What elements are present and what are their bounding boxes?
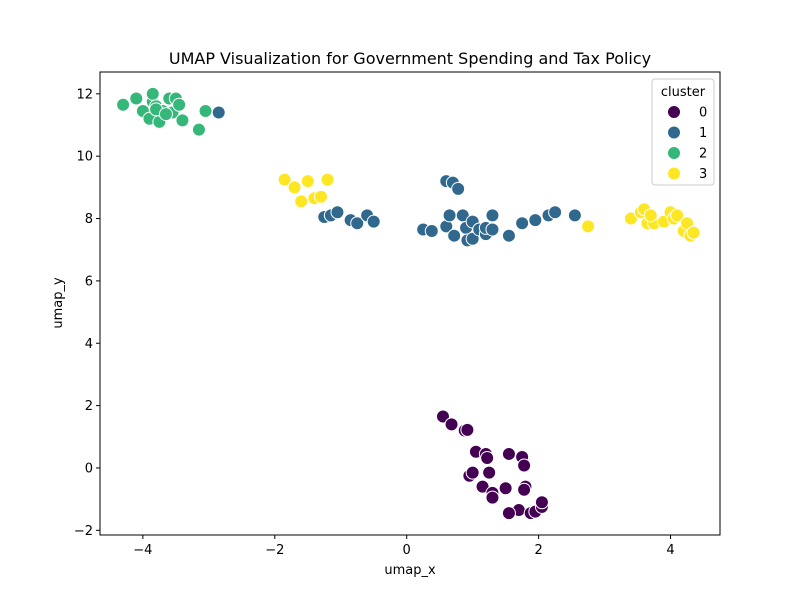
legend-label-2: 2 <box>699 147 707 162</box>
legend-label-0: 0 <box>699 106 707 121</box>
data-point-cluster-0 <box>517 458 532 473</box>
legend-marker-0 <box>667 105 681 119</box>
data-point-cluster-3 <box>300 174 315 189</box>
chart-title: UMAP Visualization for Government Spendi… <box>169 49 651 68</box>
y-tick-label: 4 <box>85 337 93 352</box>
data-point-cluster-2 <box>191 122 206 137</box>
data-point-cluster-2 <box>198 103 213 118</box>
y-tick-label: 8 <box>85 212 93 227</box>
data-point-cluster-0 <box>482 465 497 480</box>
legend: cluster 0 1 2 3 <box>651 78 715 186</box>
x-axis-label: umap_x <box>384 563 436 578</box>
data-point-cluster-1 <box>366 214 381 229</box>
y-tick-label: 6 <box>85 274 93 289</box>
data-point-cluster-1 <box>485 208 500 223</box>
ticks-layer: −4 −2 0 2 4 −2 0 2 4 6 8 10 12 <box>74 87 675 558</box>
data-point-cluster-1 <box>515 216 530 231</box>
data-point-cluster-0 <box>534 495 549 510</box>
x-tick-label: −2 <box>265 543 284 558</box>
data-point-cluster-0 <box>475 479 490 494</box>
y-tick-label: 10 <box>76 150 93 165</box>
data-point-cluster-0 <box>501 506 516 521</box>
legend-label-1: 1 <box>699 126 707 141</box>
data-point-cluster-0 <box>498 481 513 496</box>
y-tick-label: 2 <box>85 399 93 414</box>
x-tick-label: 4 <box>666 543 674 558</box>
data-point-cluster-2 <box>158 107 173 122</box>
data-point-cluster-0 <box>517 482 532 497</box>
data-point-cluster-1 <box>485 222 500 237</box>
data-point-cluster-0 <box>465 465 480 480</box>
data-point-cluster-2 <box>175 113 190 128</box>
data-point-cluster-0 <box>480 450 495 465</box>
x-tick-label: 2 <box>534 543 542 558</box>
x-tick-label: −4 <box>133 543 152 558</box>
data-point-cluster-1 <box>528 213 543 228</box>
x-tick-label: 0 <box>403 543 411 558</box>
data-point-cluster-0 <box>485 490 500 505</box>
data-point-cluster-0 <box>460 422 475 437</box>
data-point-cluster-3 <box>313 189 328 204</box>
data-point-cluster-3 <box>294 194 309 209</box>
points-layer <box>116 86 701 521</box>
data-point-cluster-3 <box>277 172 292 187</box>
legend-box <box>651 78 715 186</box>
data-point-cluster-0 <box>444 417 459 432</box>
legend-marker-1 <box>667 125 681 140</box>
data-point-cluster-3 <box>320 172 335 187</box>
data-point-cluster-2 <box>116 97 131 112</box>
data-point-cluster-2 <box>129 91 144 106</box>
data-point-cluster-1 <box>567 208 582 223</box>
legend-marker-3 <box>667 166 681 181</box>
data-point-cluster-1 <box>211 105 226 120</box>
data-point-cluster-3 <box>643 208 658 223</box>
y-axis-label: umap_y <box>51 277 66 329</box>
data-point-cluster-3 <box>670 208 685 223</box>
data-point-cluster-3 <box>581 219 596 234</box>
y-tick-label: 0 <box>85 461 93 476</box>
legend-marker-2 <box>667 146 681 160</box>
data-point-cluster-1 <box>442 208 457 223</box>
data-point-cluster-1 <box>350 216 365 231</box>
data-point-cluster-1 <box>451 181 466 196</box>
data-point-cluster-3 <box>287 180 302 195</box>
data-point-cluster-3 <box>623 211 638 226</box>
y-tick-label: −2 <box>74 524 93 539</box>
legend-title: cluster <box>661 85 706 100</box>
legend-items: 0 1 2 3 <box>667 105 707 182</box>
data-point-cluster-1 <box>424 224 439 239</box>
axes-frame <box>99 71 721 536</box>
data-point-cluster-1 <box>501 228 516 243</box>
data-point-cluster-2 <box>172 97 187 112</box>
data-point-cluster-0 <box>435 409 450 424</box>
data-point-cluster-0 <box>501 446 516 461</box>
data-point-cluster-2 <box>145 86 160 101</box>
y-tick-label: 12 <box>76 87 93 102</box>
data-point-cluster-1 <box>548 205 563 220</box>
data-point-cluster-3 <box>686 225 701 240</box>
legend-label-3: 3 <box>699 167 707 182</box>
data-point-cluster-1 <box>447 228 462 243</box>
data-point-cluster-1 <box>330 205 345 220</box>
